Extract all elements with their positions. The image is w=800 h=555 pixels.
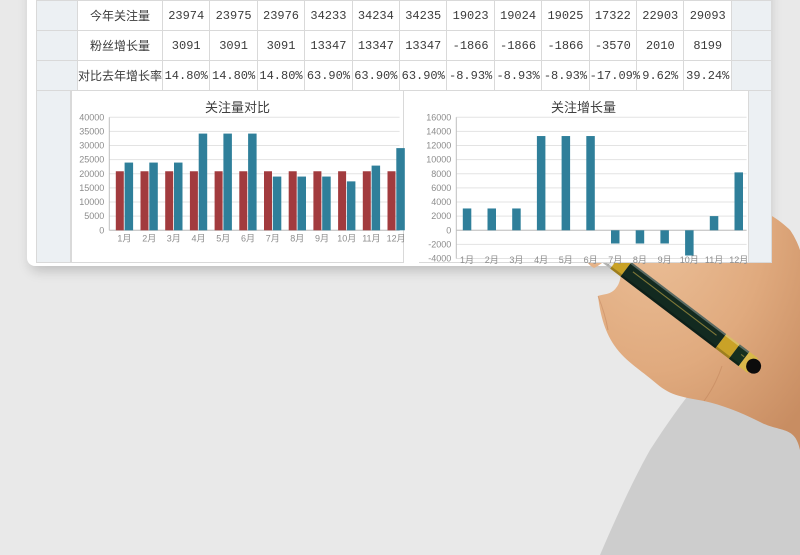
svg-text:12月: 12月 [729, 255, 748, 264]
svg-text:3月: 3月 [509, 255, 523, 264]
svg-text:15000: 15000 [79, 183, 104, 193]
svg-text:7月: 7月 [608, 255, 622, 264]
svg-text:2月: 2月 [142, 233, 156, 243]
svg-text:0: 0 [99, 225, 104, 235]
svg-text:3月: 3月 [167, 233, 181, 243]
svg-text:8000: 8000 [431, 169, 451, 179]
svg-text:5月: 5月 [559, 255, 573, 264]
svg-text:40000: 40000 [79, 112, 104, 122]
svg-text:10000: 10000 [79, 197, 104, 207]
svg-text:6月: 6月 [584, 255, 598, 264]
svg-text:6000: 6000 [431, 183, 451, 193]
svg-text:30000: 30000 [79, 141, 104, 151]
svg-text:10月: 10月 [680, 255, 699, 264]
svg-text:7月: 7月 [266, 233, 280, 243]
svg-text:14000: 14000 [426, 126, 451, 136]
svg-text:16000: 16000 [426, 112, 451, 122]
svg-text:2000: 2000 [431, 211, 451, 221]
svg-text:6月: 6月 [241, 233, 255, 243]
svg-text:4月: 4月 [191, 233, 205, 243]
svg-text:-4000: -4000 [428, 254, 451, 264]
svg-text:10000: 10000 [426, 155, 451, 165]
svg-text:25000: 25000 [79, 155, 104, 165]
svg-text:-2000: -2000 [428, 239, 451, 249]
svg-text:9月: 9月 [315, 233, 329, 243]
svg-text:1月: 1月 [117, 233, 131, 243]
svg-text:2月: 2月 [485, 255, 499, 264]
svg-text:5000: 5000 [84, 211, 104, 221]
svg-text:0: 0 [446, 225, 451, 235]
svg-text:11月: 11月 [705, 255, 723, 264]
svg-text:5月: 5月 [216, 233, 230, 243]
svg-text:8月: 8月 [633, 255, 647, 264]
svg-text:1月: 1月 [460, 255, 474, 264]
svg-text:4000: 4000 [431, 197, 451, 207]
svg-text:9月: 9月 [658, 255, 672, 264]
svg-text:4月: 4月 [534, 255, 548, 264]
svg-text:10月: 10月 [337, 233, 356, 243]
svg-text:12月: 12月 [387, 233, 405, 243]
svg-text:8月: 8月 [290, 233, 304, 243]
svg-text:35000: 35000 [79, 126, 104, 136]
svg-text:12000: 12000 [426, 141, 451, 151]
svg-text:20000: 20000 [79, 169, 104, 179]
svg-text:11月: 11月 [362, 233, 380, 243]
